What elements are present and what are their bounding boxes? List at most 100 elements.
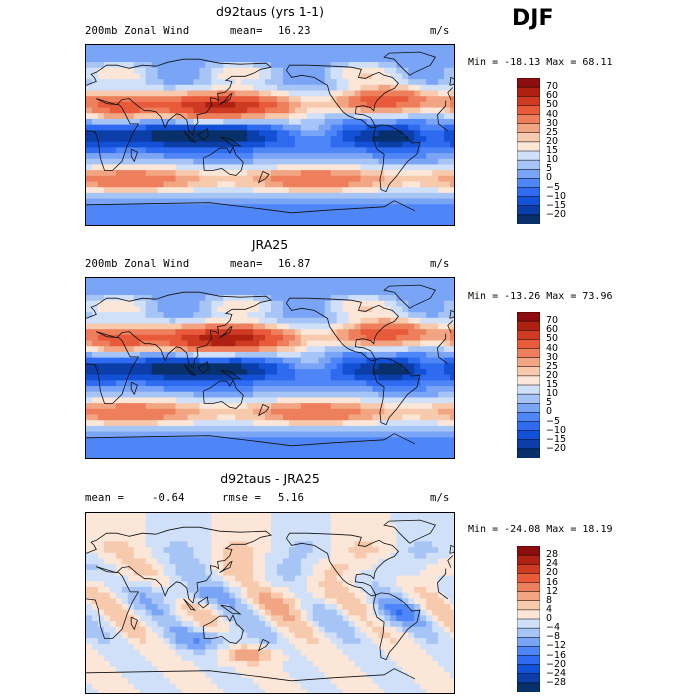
heatmap-cell [259, 204, 266, 211]
heatmap-cell [444, 147, 451, 154]
heatmap-cell [187, 198, 194, 205]
heatmap-cell [241, 513, 248, 520]
heatmap-cell [205, 442, 212, 450]
heatmap-cell [426, 403, 433, 410]
heatmap-cell [426, 181, 433, 188]
heatmap-cell [199, 221, 206, 225]
heatmap-cell [306, 397, 314, 404]
heatmap-cell [187, 317, 194, 324]
heatmap-cell [324, 357, 332, 364]
heatmap-cell [115, 581, 123, 588]
heatmap-cell [163, 107, 170, 114]
heatmap-cell [414, 289, 421, 296]
heatmap-cell [145, 306, 153, 313]
heatmap-cell [330, 130, 338, 137]
heatmap-cell [121, 369, 129, 376]
heatmap-cell [312, 50, 320, 57]
heatmap-cell [127, 175, 135, 182]
heatmap-cell [300, 558, 308, 565]
heatmap-cell [384, 420, 391, 427]
heatmap-cell [115, 403, 123, 410]
heatmap-cell [330, 295, 338, 302]
heatmap-cell [205, 221, 212, 225]
heatmap-cell [312, 192, 320, 199]
heatmap-cell [402, 147, 409, 154]
heatmap-cell [97, 592, 105, 599]
heatmap-cell [282, 300, 290, 307]
heatmap-cell [306, 363, 314, 370]
heatmap-cell [312, 592, 320, 599]
heatmap-cell [312, 317, 320, 324]
heatmap-cell [265, 317, 272, 324]
heatmap-cell [360, 581, 367, 588]
heatmap-cell [247, 50, 254, 57]
heatmap-cell [450, 300, 454, 307]
heatmap-cell [163, 558, 170, 565]
heatmap-cell [103, 153, 111, 160]
heatmap-cell [450, 192, 454, 199]
heatmap-cell [181, 403, 188, 410]
heatmap-cell [300, 369, 308, 376]
heatmap-cell [300, 524, 308, 531]
heatmap-cell [163, 67, 170, 74]
heatmap-cell [288, 317, 296, 324]
heatmap-cell [175, 283, 182, 290]
heatmap-cell [432, 581, 439, 588]
heatmap-cell [211, 67, 218, 74]
heatmap-cell [288, 420, 296, 427]
heatmap-cell [151, 420, 159, 427]
heatmap-cell [181, 408, 188, 415]
heatmap-cell [199, 414, 206, 421]
heatmap-cell [217, 334, 224, 341]
heatmap-cell [426, 564, 433, 571]
heatmap-cell [330, 300, 338, 307]
heatmap-cell [294, 397, 302, 404]
heatmap-cell [187, 107, 194, 114]
heatmap-cell [139, 518, 147, 525]
heatmap-cell [342, 346, 349, 353]
heatmap-cell [97, 552, 105, 559]
heatmap-cell [384, 581, 391, 588]
heatmap-cell [109, 209, 117, 217]
heatmap-cell [133, 535, 141, 542]
heatmap-cell [414, 437, 421, 444]
heatmap-cell [360, 283, 367, 290]
heatmap-cell [157, 448, 164, 455]
heatmap-cell [127, 431, 135, 438]
heatmap-cell [163, 50, 170, 57]
heatmap-cell [450, 147, 454, 154]
heatmap-cell [336, 278, 344, 285]
heatmap-cell [139, 45, 147, 52]
heatmap-cell [175, 192, 182, 199]
heatmap-cell [360, 136, 367, 143]
heatmap-cell [211, 300, 218, 307]
heatmap-cell [205, 50, 212, 57]
colorbar-box [517, 123, 540, 134]
heatmap-cell [175, 175, 182, 182]
heatmap-cell [241, 431, 248, 438]
heatmap-cell [103, 79, 111, 86]
heatmap-cell [324, 62, 332, 69]
heatmap-cell [133, 107, 141, 114]
heatmap-cell [199, 552, 206, 559]
heatmap-cell [103, 575, 111, 582]
heatmap-cell [145, 586, 153, 594]
heatmap-cell [115, 524, 123, 531]
heatmap-cell [181, 317, 188, 324]
heatmap-cell [276, 564, 284, 571]
heatmap-cell [175, 118, 182, 126]
heatmap-cell [86, 357, 93, 364]
heatmap-cell [115, 518, 123, 525]
heatmap-cell [378, 323, 385, 330]
heatmap-cell [438, 374, 445, 381]
heatmap-cell [444, 187, 451, 194]
heatmap-cell [402, 420, 409, 427]
heatmap-cell [312, 386, 320, 393]
heatmap-cell [121, 357, 129, 364]
heatmap-cell [193, 334, 200, 341]
heatmap-cell [115, 592, 123, 599]
heatmap-cell [259, 147, 266, 154]
heatmap-cell [259, 408, 266, 415]
heatmap-cell [229, 340, 236, 347]
heatmap-cell [139, 397, 147, 404]
